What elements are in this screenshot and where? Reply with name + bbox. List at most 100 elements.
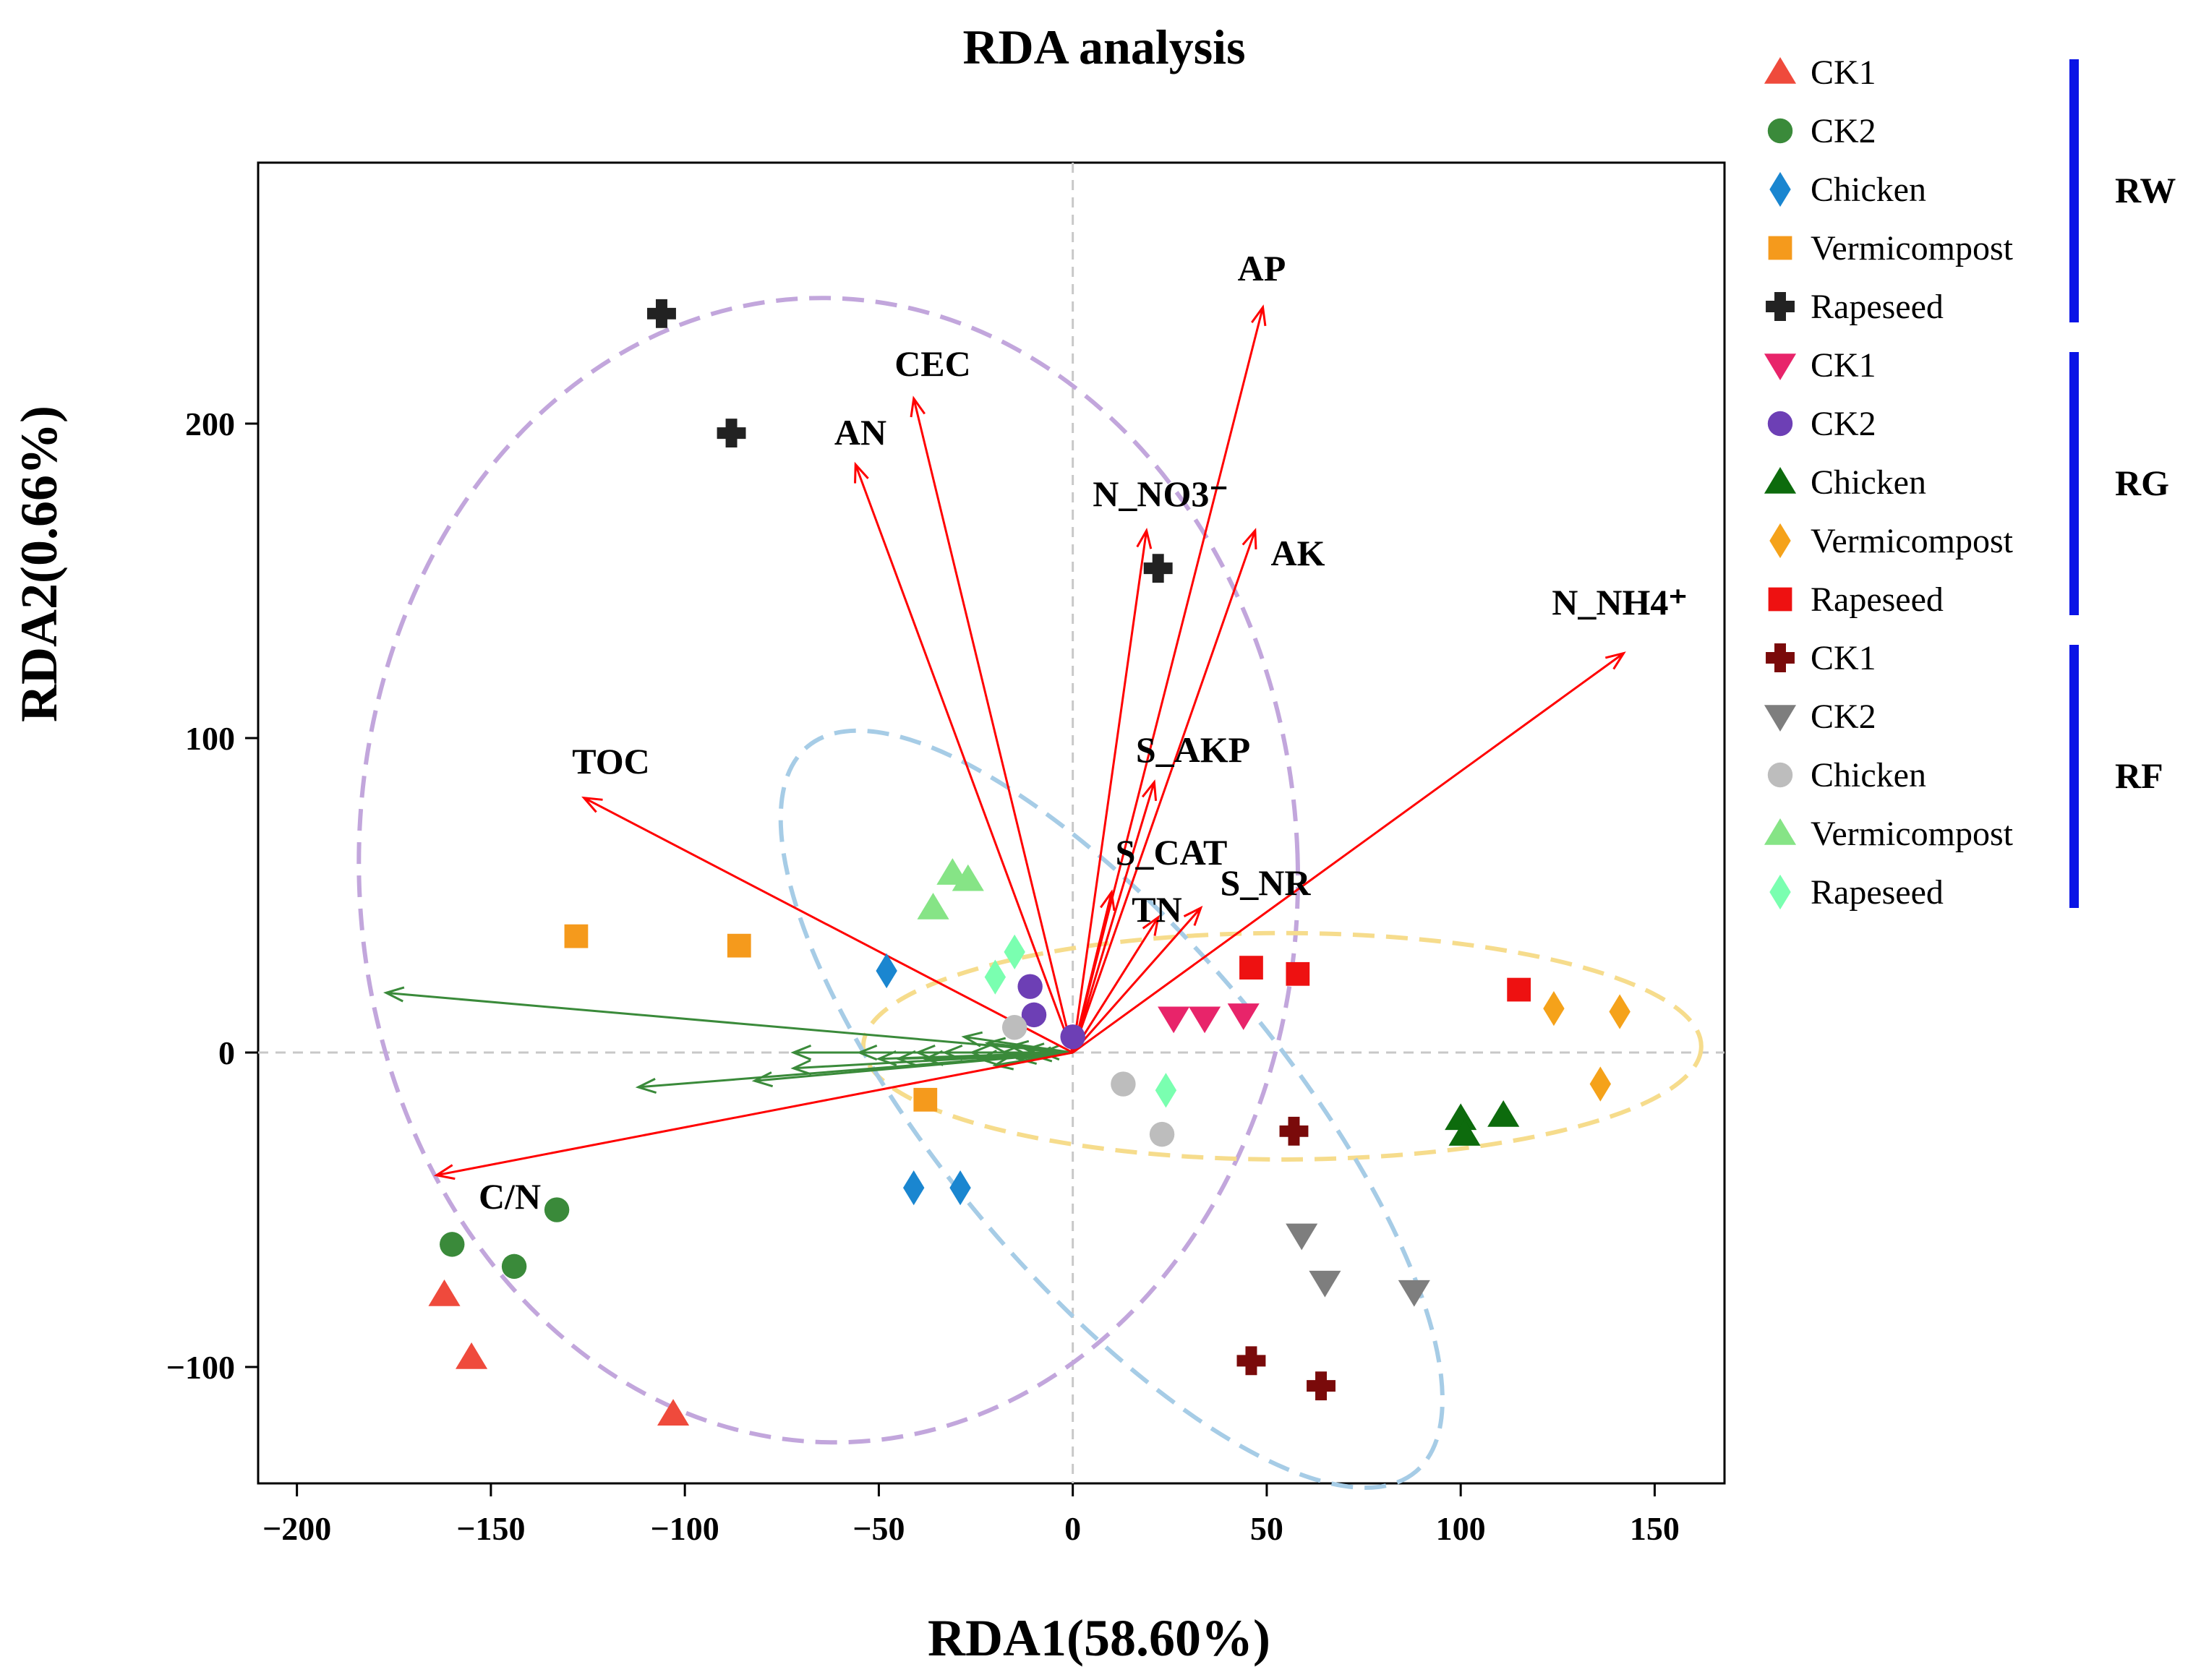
species-arrow-head — [751, 1071, 774, 1088]
y-tick-label: 0 — [218, 1034, 235, 1071]
data-point — [1227, 1003, 1260, 1030]
legend-group-label: RW — [2115, 170, 2176, 210]
data-point — [1111, 1071, 1136, 1097]
env-arrow-head — [1100, 889, 1116, 912]
data-point — [1001, 1015, 1027, 1040]
species-arrow-head — [976, 1050, 999, 1066]
legend-group-label: RF — [2115, 755, 2163, 796]
env-vector-label: N_NH4⁺ — [1552, 582, 1688, 622]
x-tick-label: −150 — [456, 1510, 525, 1547]
x-tick-label: −200 — [262, 1510, 331, 1547]
legend-label: Rapeseed — [1811, 288, 1944, 326]
legend-label: CK2 — [1811, 698, 1876, 736]
env-arrow-head — [1136, 527, 1153, 549]
data-point — [717, 419, 746, 448]
plot-frame — [257, 161, 1726, 1485]
species-arrow-head — [876, 1050, 897, 1067]
data-point — [1589, 1066, 1612, 1102]
data-point — [1543, 991, 1565, 1027]
legend-label: CK1 — [1811, 639, 1876, 677]
species-arrow-head — [1015, 1049, 1038, 1065]
species-arrow-head — [984, 1037, 1007, 1053]
env-arrow — [1072, 907, 1202, 1054]
data-point — [1149, 1121, 1175, 1147]
env-arrow-head — [1241, 528, 1257, 549]
species-arrow-head — [961, 1031, 983, 1047]
env-arrow — [1072, 781, 1155, 1053]
data-point — [1609, 994, 1631, 1029]
y-axis-title: RDA2(0.66%) — [10, 406, 68, 722]
env-vector-label: S_AKP — [1136, 729, 1250, 770]
ellipse-rw — [356, 296, 1301, 1445]
species-arrow-head — [635, 1078, 657, 1094]
env-arrow-head — [1142, 914, 1160, 936]
x-axis-title: RDA1(58.60%) — [928, 1609, 1270, 1667]
env-vector-label: S_CAT — [1116, 832, 1228, 873]
data-point — [1398, 1280, 1430, 1307]
env-vector-label: AN — [834, 412, 886, 453]
legend-marker-rf-ck1 — [1766, 643, 1795, 672]
env-arrow — [1072, 917, 1159, 1053]
data-point — [949, 1170, 971, 1206]
data-point — [1307, 1371, 1335, 1401]
env-arrow — [913, 398, 1074, 1053]
env-arrow-head — [1183, 905, 1203, 926]
env-arrow-head — [1604, 651, 1626, 670]
data-point — [1286, 1223, 1318, 1251]
legend-marker-rg-vermicompost — [1769, 523, 1791, 559]
data-point — [1017, 974, 1043, 999]
data-point — [1279, 1116, 1309, 1146]
env-vector-label: CEC — [894, 343, 971, 384]
env-vector-label: TN — [1132, 889, 1181, 930]
data-point — [1236, 1346, 1266, 1376]
env-arrow — [1072, 307, 1265, 1053]
legend-label: Vermicompost — [1811, 229, 2014, 267]
legend-group-bar — [2069, 59, 2079, 322]
env-arrow-head — [1141, 779, 1158, 801]
env-vector-label: TOC — [572, 741, 649, 781]
legend-marker-rg-ck2 — [1767, 411, 1793, 437]
ellipse-rg — [860, 930, 1704, 1162]
env-arrow — [854, 464, 1074, 1053]
data-point — [456, 1342, 488, 1369]
x-tick-label: −100 — [651, 1510, 719, 1547]
legend-label: CK2 — [1811, 112, 1876, 150]
data-point — [952, 864, 984, 891]
species-arrow-head — [992, 1054, 1014, 1071]
legend-marker-rg-rapeseed — [1768, 587, 1792, 612]
species-arrow-head — [383, 986, 405, 1003]
legend-marker-rg-chicken — [1764, 467, 1797, 494]
data-point — [1143, 554, 1173, 583]
x-tick-label: 50 — [1250, 1510, 1283, 1547]
legend-label: CK1 — [1811, 53, 1876, 92]
data-point — [1158, 1006, 1190, 1034]
legend-group-label: RG — [2115, 463, 2169, 503]
x-tick-label: −50 — [852, 1510, 905, 1547]
data-point — [647, 299, 676, 328]
env-arrow-head — [854, 461, 869, 484]
data-point — [1487, 1100, 1520, 1127]
species-arrow-head — [895, 1050, 917, 1066]
data-point — [1445, 1103, 1477, 1131]
data-point — [1189, 1006, 1221, 1034]
legend-label: Rapeseed — [1811, 580, 1944, 619]
data-point — [1155, 1073, 1177, 1108]
legend-label: CK2 — [1811, 405, 1876, 443]
legend-label: Chicken — [1811, 463, 1926, 502]
data-point — [440, 1232, 465, 1257]
data-point — [1309, 1270, 1341, 1298]
legend-label: Chicken — [1811, 756, 1926, 794]
data-point — [428, 1280, 461, 1306]
legend-marker-rw-chicken — [1769, 171, 1791, 207]
env-arrow — [1072, 891, 1113, 1053]
env-arrow — [1072, 530, 1148, 1053]
species-arrow-head — [1007, 1040, 1030, 1056]
y-tick-label: −100 — [166, 1349, 235, 1386]
legend-label: Vermicompost — [1811, 815, 2014, 853]
legend-marker-rw-rapeseed — [1766, 292, 1795, 321]
legend-label: Chicken — [1811, 171, 1926, 209]
data-point — [1286, 961, 1310, 986]
env-arrow-head — [1251, 304, 1267, 327]
env-arrow-head — [910, 395, 926, 418]
species-arrow-head — [941, 1045, 963, 1061]
